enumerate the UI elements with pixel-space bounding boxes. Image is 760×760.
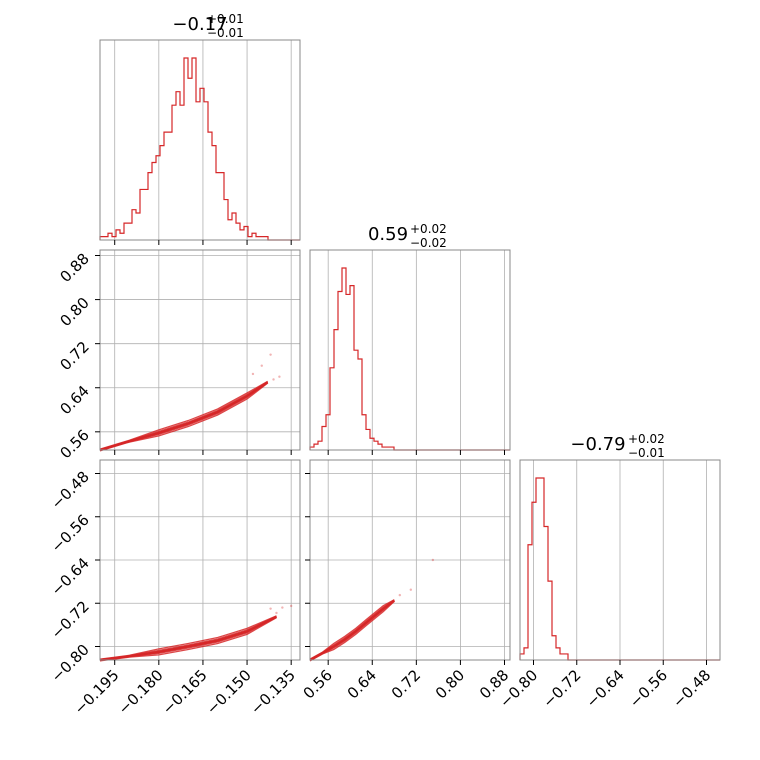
ytick-label-p2-0: −0.80 xyxy=(48,641,93,686)
ytick-label-p1-1: 0.64 xyxy=(56,382,92,418)
pair-1-point-2 xyxy=(289,604,293,608)
xtick-label-p1-3: 0.80 xyxy=(432,666,468,702)
ytick-label-p2-3: −0.56 xyxy=(48,511,93,556)
pair-2-contour-4 xyxy=(309,600,395,662)
xtick-label-p0-3: −0.150 xyxy=(203,666,255,718)
pair-0-frame xyxy=(99,249,301,451)
pair-0-tail xyxy=(99,381,268,451)
xtick-label-p1-0: 0.56 xyxy=(300,666,336,702)
pair-panel-0 xyxy=(95,249,301,455)
pair-1-contour-0 xyxy=(99,615,277,660)
pair-panel-1 xyxy=(95,459,301,665)
pair-0-contour-1 xyxy=(99,381,268,451)
pair-1-point-1 xyxy=(281,606,284,609)
pair-0-point-1 xyxy=(260,364,263,367)
pair-1-contour-4 xyxy=(99,617,277,662)
title-param-2-minus: −0.01 xyxy=(628,446,665,460)
hist-panel-0 xyxy=(99,39,301,245)
hist-panel-1 xyxy=(309,249,511,455)
pair-0-contour-2 xyxy=(99,381,269,452)
pair-1-contour-3 xyxy=(99,616,277,662)
xtick-label-p0-1: −0.180 xyxy=(115,666,167,718)
title-param-1-plus: +0.02 xyxy=(410,222,447,236)
xtick-label-p2-4: −0.48 xyxy=(669,666,714,711)
title-param-0-value: −0.17 xyxy=(172,14,227,35)
pair-1-contour-1 xyxy=(99,615,277,661)
xtick-label-p1-1: 0.64 xyxy=(344,666,380,702)
ytick-label-p2-4: −0.48 xyxy=(48,468,93,513)
ytick-label-p1-2: 0.72 xyxy=(56,338,92,374)
xtick-label-p2-1: −0.72 xyxy=(539,666,584,711)
title-param-0-minus: −0.01 xyxy=(207,26,244,40)
hist-panel-2 xyxy=(519,459,721,665)
title-param-1: 0.59 xyxy=(368,224,408,245)
ytick-label-p1-0: 0.56 xyxy=(56,426,92,462)
pair-1-tail xyxy=(99,616,277,661)
pair-2-tail xyxy=(309,600,395,661)
xtick-label-p0-0: −0.195 xyxy=(71,666,123,718)
title-param-2-value: −0.79 xyxy=(570,434,625,455)
pair-1-point-0 xyxy=(269,607,272,610)
pair-0-point-3 xyxy=(278,375,281,378)
xtick-label-p2-3: −0.56 xyxy=(626,666,671,711)
hist-1-step xyxy=(309,267,510,451)
pair-1-point-3 xyxy=(275,611,278,615)
pair-2-point-1 xyxy=(398,593,402,597)
pair-panel-2 xyxy=(305,459,511,665)
title-param-1-value: 0.59 xyxy=(368,224,408,245)
pair-0-contour-4 xyxy=(99,382,269,452)
hist-0-frame xyxy=(99,39,301,241)
title-param-2: −0.79 xyxy=(570,434,625,455)
pair-2-point-0 xyxy=(431,558,435,562)
ytick-label-p1-3: 0.80 xyxy=(56,294,92,330)
pair-0-point-4 xyxy=(272,378,275,381)
xtick-label-p2-2: −0.64 xyxy=(583,666,628,711)
ytick-label-p1-4: 0.88 xyxy=(56,250,92,286)
xtick-label-p1-2: 0.72 xyxy=(388,666,424,702)
pair-1-contour-2 xyxy=(99,615,278,662)
hist-1-frame xyxy=(309,249,511,451)
pair-2-point-2 xyxy=(409,588,413,591)
pair-0-point-0 xyxy=(251,372,255,376)
ytick-label-p2-1: −0.72 xyxy=(48,597,93,642)
title-param-0: −0.17 xyxy=(172,14,227,35)
pair-0-point-2 xyxy=(269,353,272,356)
ytick-label-p2-2: −0.64 xyxy=(48,554,93,599)
xtick-label-p0-4: −0.135 xyxy=(247,666,299,718)
pair-0-contour-3 xyxy=(99,382,269,452)
hist-0-step xyxy=(99,57,300,241)
xtick-label-p0-2: −0.165 xyxy=(159,666,211,718)
pair-0-contour-0 xyxy=(99,380,268,450)
title-param-2-plus: +0.02 xyxy=(628,432,665,446)
title-param-0-plus: +0.01 xyxy=(207,12,244,26)
title-param-1-minus: −0.02 xyxy=(410,236,447,250)
